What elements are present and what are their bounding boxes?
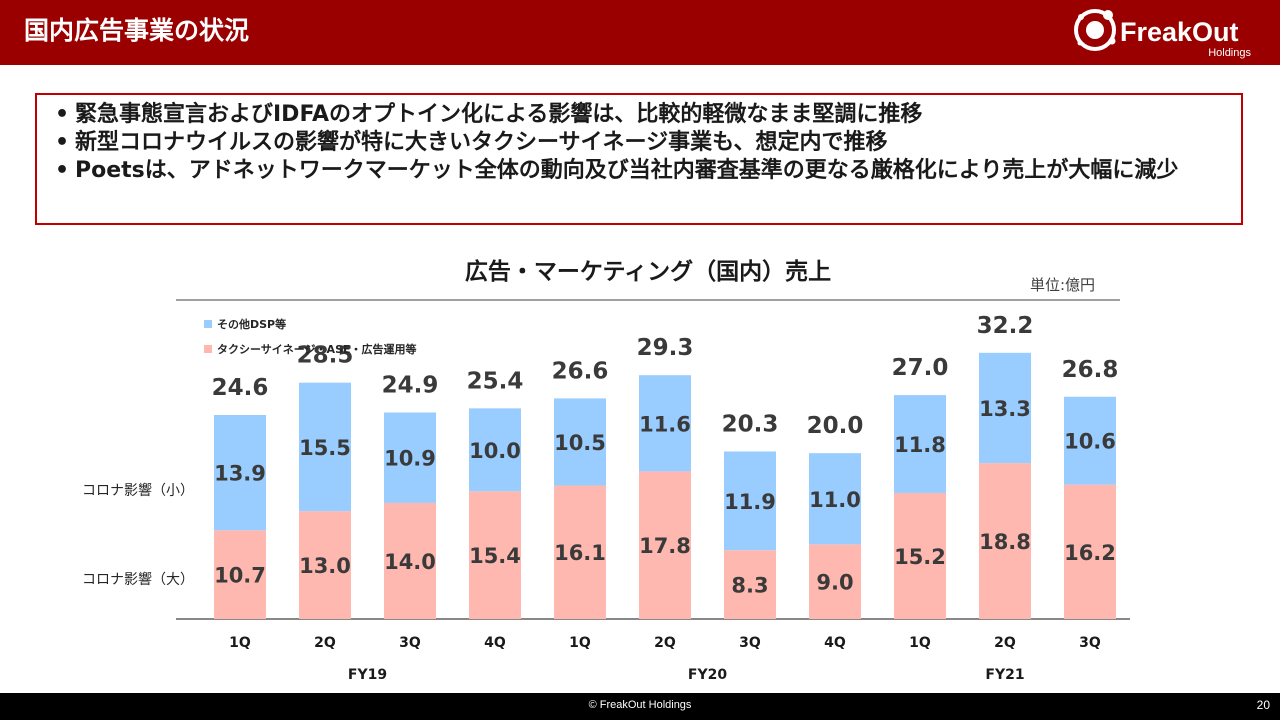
total-label: 26.6 xyxy=(552,358,609,384)
x-group-label: FY19 xyxy=(348,667,387,683)
data-label-lower: 15.2 xyxy=(894,545,946,569)
x-tick-label: 4Q xyxy=(824,635,846,651)
total-label: 24.6 xyxy=(212,375,269,401)
legend-swatch xyxy=(204,320,212,328)
total-label: 27.0 xyxy=(892,355,949,381)
chart-title: 広告・マーケティング（国内）売上 xyxy=(464,259,832,285)
data-label-lower: 18.8 xyxy=(979,530,1031,554)
bar-segment-upper xyxy=(639,375,691,472)
data-label-upper: 11.6 xyxy=(639,412,691,436)
x-tick-label: 3Q xyxy=(739,635,761,651)
total-label: 26.8 xyxy=(1062,357,1119,383)
legend-label: その他DSP等 xyxy=(217,317,286,331)
stacked-bar-chart: 10.7 13.9 24.6 1Q 13.0 15.5 28.5 2Q 14.0 10.9 24.9… xyxy=(82,299,1130,683)
data-label-lower: 16.1 xyxy=(554,541,606,565)
total-label: 29.3 xyxy=(637,335,694,361)
bar-segment-lower xyxy=(384,502,436,619)
page-title: 国内広告事業の状況 xyxy=(24,16,250,45)
total-label: 25.4 xyxy=(467,368,524,394)
bar-segment-lower xyxy=(639,471,691,619)
legend-label: タクシーサイネージ・ASE・広告運用等 xyxy=(217,342,417,356)
bar-segment-lower xyxy=(979,463,1031,619)
bar-segment-upper xyxy=(214,415,266,531)
logo-text: FreakOut xyxy=(1120,17,1239,47)
bullet-item: 新型コロナウイルスの影響が特に大きいタクシーサイネージ事業も、想定内で推移 xyxy=(55,129,1231,157)
x-tick-label: 3Q xyxy=(399,635,421,651)
side-label-lower: コロナ影響（大） xyxy=(82,571,194,588)
x-tick-label: 2Q xyxy=(994,635,1016,651)
bullet-box: 緊急事態宣言およびIDFAのオプトイン化による影響は、比較的軽微なまま堅調に推移… xyxy=(35,93,1243,225)
total-label: 32.2 xyxy=(977,313,1034,339)
data-label-upper: 10.6 xyxy=(1064,430,1116,454)
data-label-upper: 13.3 xyxy=(979,397,1031,421)
bar-segment-lower xyxy=(1064,484,1116,619)
copyright-text: © FreakOut Holdings xyxy=(588,699,692,711)
bar-segment-upper xyxy=(809,453,861,545)
data-label-upper: 11.9 xyxy=(724,490,776,514)
bar-segment-upper xyxy=(894,395,946,493)
bar-segment-upper xyxy=(1064,396,1116,485)
bar-segment-upper xyxy=(469,408,521,492)
page-number: 20 xyxy=(1256,698,1270,712)
data-label-lower: 14.0 xyxy=(384,550,436,574)
bullet-item: 緊急事態宣言およびIDFAのオプトイン化による影響は、比較的軽微なまま堅調に推移 xyxy=(55,101,1231,129)
data-label-lower: 8.3 xyxy=(731,574,768,598)
data-label-lower: 9.0 xyxy=(816,571,853,595)
data-label-upper: 13.9 xyxy=(214,462,266,486)
x-group-label: FY21 xyxy=(985,667,1024,683)
logo-mark-icon xyxy=(1074,9,1116,51)
bar-segment-lower xyxy=(214,530,266,619)
x-tick-label: 2Q xyxy=(314,635,336,651)
data-label-upper: 10.5 xyxy=(554,431,606,455)
bar-segment-lower xyxy=(299,511,351,619)
bar-segment-lower xyxy=(894,492,946,619)
logo-subtext: Holdings xyxy=(1208,47,1251,59)
x-tick-label: 4Q xyxy=(484,635,506,651)
total-label: 24.9 xyxy=(382,373,439,399)
data-label-upper: 15.5 xyxy=(299,436,351,460)
bar-segment-upper xyxy=(979,352,1031,464)
freakout-logo: FreakOut Holdings xyxy=(1072,5,1257,61)
bullet-item: Poetsは、アドネットワークマーケット全体の動向及び当社内審査基準の更なる厳格… xyxy=(55,157,1231,185)
data-label-upper: 10.9 xyxy=(384,447,436,471)
bar-segment-lower xyxy=(724,550,776,619)
bar-segment-upper xyxy=(299,382,351,512)
legend-swatch xyxy=(204,345,212,353)
side-label-upper: コロナ影響（小） xyxy=(82,482,194,499)
data-label-upper: 11.0 xyxy=(809,488,861,512)
data-label-lower: 13.0 xyxy=(299,554,351,578)
data-label-lower: 15.4 xyxy=(469,544,521,568)
data-label-upper: 11.8 xyxy=(894,433,946,457)
data-label-lower: 16.2 xyxy=(1064,541,1116,565)
total-label: 20.0 xyxy=(807,413,864,439)
bar-segment-lower xyxy=(554,485,606,619)
x-group-label: FY20 xyxy=(688,667,727,683)
bar-segment-upper xyxy=(384,412,436,503)
bar-segment-upper xyxy=(724,451,776,551)
x-tick-label: 2Q xyxy=(654,635,676,651)
total-label: 20.3 xyxy=(722,411,779,437)
bar-segment-lower xyxy=(469,491,521,619)
total-label: 28.5 xyxy=(297,343,354,369)
data-label-upper: 10.0 xyxy=(469,439,521,463)
data-label-lower: 10.7 xyxy=(214,564,266,588)
header-bar: 国内広告事業の状況 FreakOut Holdings xyxy=(0,0,1280,65)
x-tick-label: 1Q xyxy=(229,635,251,651)
unit-label: 単位:億円 xyxy=(1030,276,1096,294)
data-label-lower: 17.8 xyxy=(639,534,691,558)
x-tick-label: 1Q xyxy=(909,635,931,651)
footer-bar: © FreakOut Holdings 20 xyxy=(0,693,1280,720)
bar-segment-lower xyxy=(809,544,861,619)
x-tick-label: 3Q xyxy=(1079,635,1101,651)
bar-segment-upper xyxy=(554,398,606,486)
x-tick-label: 1Q xyxy=(569,635,591,651)
